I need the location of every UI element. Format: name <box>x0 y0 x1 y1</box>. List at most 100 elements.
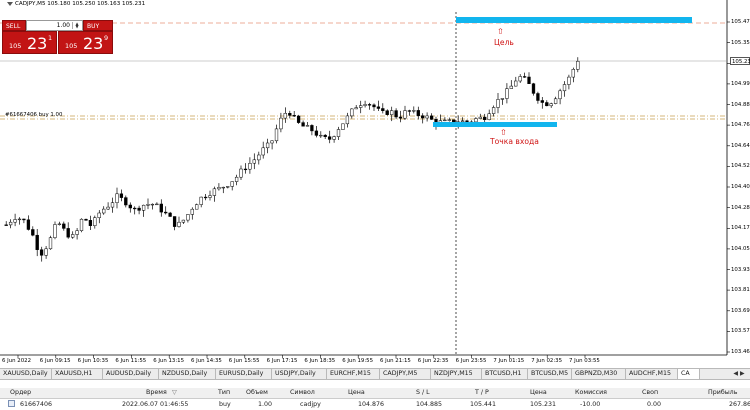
candle-body <box>394 110 398 118</box>
candle-body <box>350 108 354 117</box>
column-header[interactable]: Комиссия <box>575 389 607 396</box>
chart-tab[interactable]: USDJPY,Daily <box>272 369 327 379</box>
candle-body <box>252 159 256 164</box>
column-header[interactable]: S / L <box>416 389 430 396</box>
lot-size-input[interactable]: 1.00 ▲ ▼ <box>26 20 83 31</box>
chart-tab[interactable]: AUDUSD,Daily <box>103 369 159 379</box>
order-line-label: #61667406 buy 1.00 <box>5 112 63 118</box>
table-cell: 104.885 <box>416 401 443 408</box>
candle-body <box>522 76 527 78</box>
candle-body <box>385 110 389 115</box>
sell-price-box[interactable]: 105 23 1 <box>2 31 57 54</box>
chart-tab[interactable]: BTCUSD,M5 <box>528 369 572 379</box>
chart-tab[interactable]: XAUUSD,H1 <box>52 369 103 379</box>
candle-body <box>336 129 341 137</box>
candle-body <box>332 136 336 140</box>
chart-tab[interactable]: CADJPY,M5 <box>380 369 431 379</box>
chart-tab[interactable]: NZDJPY,M15 <box>431 369 482 379</box>
time-tick-label: 6 Jun 22:35 <box>417 358 449 364</box>
candle-body <box>531 83 536 94</box>
column-header[interactable]: Цена <box>530 389 547 396</box>
candle-body <box>199 196 203 205</box>
sell-button[interactable]: SELL <box>2 20 26 31</box>
table-cell: buy <box>219 401 231 408</box>
candle-body <box>57 223 62 225</box>
chart-tab[interactable]: BTCUSD,H1 <box>482 369 528 379</box>
sell-price-sup: 1 <box>48 34 53 42</box>
column-header[interactable]: Время <box>146 389 167 396</box>
column-header[interactable]: Ордер <box>10 389 32 396</box>
table-cell: 104.876 <box>358 401 385 408</box>
column-header[interactable]: Прибыль <box>708 389 738 396</box>
time-tick-label: 6 Jun 23:55 <box>455 358 487 364</box>
price-tick-label: 103.575 <box>731 328 750 335</box>
price-chart[interactable]: CADJPY,M5 105.180 105.250 105.163 105.23… <box>0 0 750 368</box>
sort-icon[interactable]: ▽ <box>172 389 177 396</box>
table-cell: 267.86 <box>729 401 750 408</box>
candle-body <box>474 118 478 123</box>
candle-body <box>8 221 13 226</box>
chart-tab[interactable]: EURUSD,Daily <box>216 369 272 379</box>
candle-body <box>367 104 372 106</box>
column-header[interactable]: Тип <box>218 389 231 396</box>
chart-tab[interactable]: XAUUSD,Daily <box>0 369 52 379</box>
chart-tab[interactable]: AUDCHF,M15 <box>626 369 678 379</box>
candle-body <box>341 123 345 130</box>
entry-up-arrow-icon: ⇧ <box>500 128 507 137</box>
candle-body <box>363 104 367 106</box>
column-header[interactable]: Цена <box>348 389 365 396</box>
candle-body <box>243 168 248 171</box>
candle-body <box>274 128 279 142</box>
time-tick-label: 7 Jun 01:15 <box>493 358 525 364</box>
tab-scroll-arrows-icon[interactable]: ◀ ▶ <box>728 369 750 379</box>
chart-tab[interactable]: EURCHF,M15 <box>327 369 380 379</box>
buy-price-box[interactable]: 105 23 9 <box>58 31 113 54</box>
candle-body <box>296 115 301 123</box>
table-row[interactable]: 61667406 2022.06.07 01:46:55 buy 1.00 cadjpy… <box>0 399 750 410</box>
candle-body <box>327 136 332 140</box>
chart-canvas[interactable] <box>0 0 750 368</box>
price-tick-label: 104.760 <box>731 122 750 129</box>
candle-body <box>119 193 124 198</box>
chart-tab[interactable]: CA <box>678 369 700 379</box>
buy-button[interactable]: BUY <box>83 20 113 31</box>
candle-body <box>93 217 97 226</box>
candle-body <box>208 195 212 198</box>
candle-body <box>221 186 225 189</box>
sell-price-prefix: 105 <box>9 42 22 50</box>
candle-body <box>137 207 141 211</box>
candle-body <box>44 248 48 256</box>
candle-body <box>288 113 292 116</box>
candle-body <box>376 106 381 109</box>
column-header[interactable]: Объем <box>246 389 268 396</box>
price-tick-label: 104.405 <box>731 184 750 190</box>
chart-tab[interactable]: GBPNZD,M30 <box>572 369 626 379</box>
candle-body <box>527 76 531 84</box>
candle-body <box>71 234 75 238</box>
time-tick-label: 6 Jun 21:15 <box>380 358 411 364</box>
column-header[interactable]: Символ <box>290 389 315 396</box>
lot-spinner-icon[interactable]: ▲ ▼ <box>72 22 81 29</box>
candle-body <box>53 224 57 238</box>
price-tick-label: 105.350 <box>731 39 750 46</box>
chart-tab[interactable]: NZDUSD,Daily <box>159 369 216 379</box>
time-tick-label: 6 Jun 15:55 <box>228 358 260 364</box>
table-cell: 0.00 <box>647 401 662 408</box>
candle-body <box>270 140 274 144</box>
candle-body <box>540 100 544 103</box>
candle-body <box>75 230 79 235</box>
candle-body <box>283 113 287 119</box>
column-header[interactable]: T / P <box>475 389 489 396</box>
candle-body <box>212 188 217 196</box>
column-header[interactable]: Своп <box>642 389 659 396</box>
candle-body <box>305 125 310 127</box>
candle-body <box>536 93 540 101</box>
candle-body <box>13 219 17 223</box>
chart-menu-arrow-icon[interactable] <box>7 1 13 6</box>
candle-body <box>159 203 163 213</box>
candle-body <box>133 207 137 210</box>
candle-body <box>217 187 221 190</box>
candle-body <box>381 108 385 111</box>
candle-body <box>319 134 323 137</box>
candle-body <box>22 218 26 221</box>
